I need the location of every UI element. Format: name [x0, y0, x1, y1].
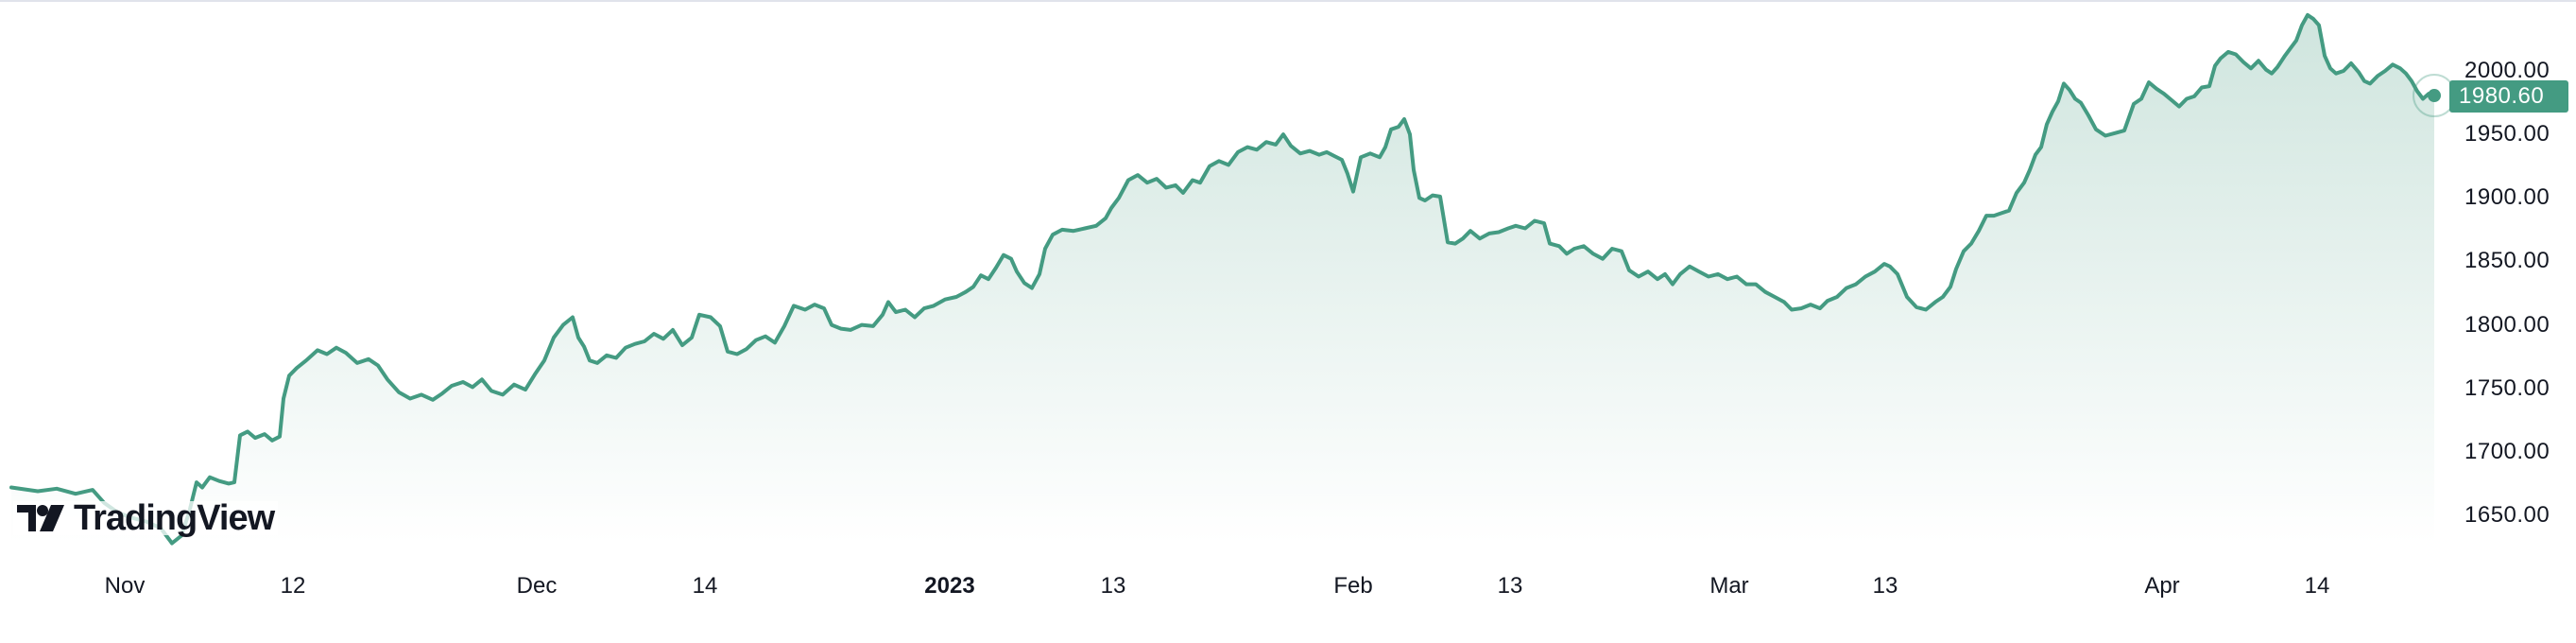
time-axis-label: Feb	[1333, 573, 1373, 599]
price-axis-label: 1950.00	[2464, 121, 2550, 148]
price-axis-label: 1800.00	[2464, 311, 2550, 338]
time-axis-label: 14	[692, 573, 718, 599]
tradingview-logo[interactable]: TradingView	[13, 498, 279, 538]
tradingview-logo-text: TradingView	[74, 497, 275, 538]
time-axis-label: 2023	[924, 573, 975, 599]
time-axis-label: 12	[280, 573, 306, 599]
price-line	[9, 12, 2436, 546]
time-axis-label: Dec	[516, 573, 558, 599]
price-axis-label: 2000.00	[2464, 58, 2550, 83]
last-price-marker	[2428, 89, 2441, 103]
time-axis-label: Mar	[1709, 573, 1749, 599]
chart-top-border	[0, 0, 2576, 2]
price-axis-label: 1900.00	[2464, 184, 2550, 211]
last-price-badge: 1980.60	[2449, 80, 2568, 113]
time-axis-label: 13	[1872, 573, 1898, 599]
time-axis-label: Apr	[2144, 573, 2180, 599]
tradingview-logo-icon	[17, 505, 64, 531]
price-axis-label: 1750.00	[2464, 374, 2550, 401]
time-axis-label: 13	[1100, 573, 1126, 599]
price-area-fill	[11, 14, 2434, 544]
price-axis-label: 1650.00	[2464, 502, 2550, 528]
time-axis-label: Nov	[104, 573, 146, 599]
price-axis-label: 1700.00	[2464, 438, 2550, 464]
time-axis-label: 14	[2304, 573, 2330, 599]
time-axis-label: 13	[1497, 573, 1523, 599]
price-axis-label: 1850.00	[2464, 248, 2550, 274]
